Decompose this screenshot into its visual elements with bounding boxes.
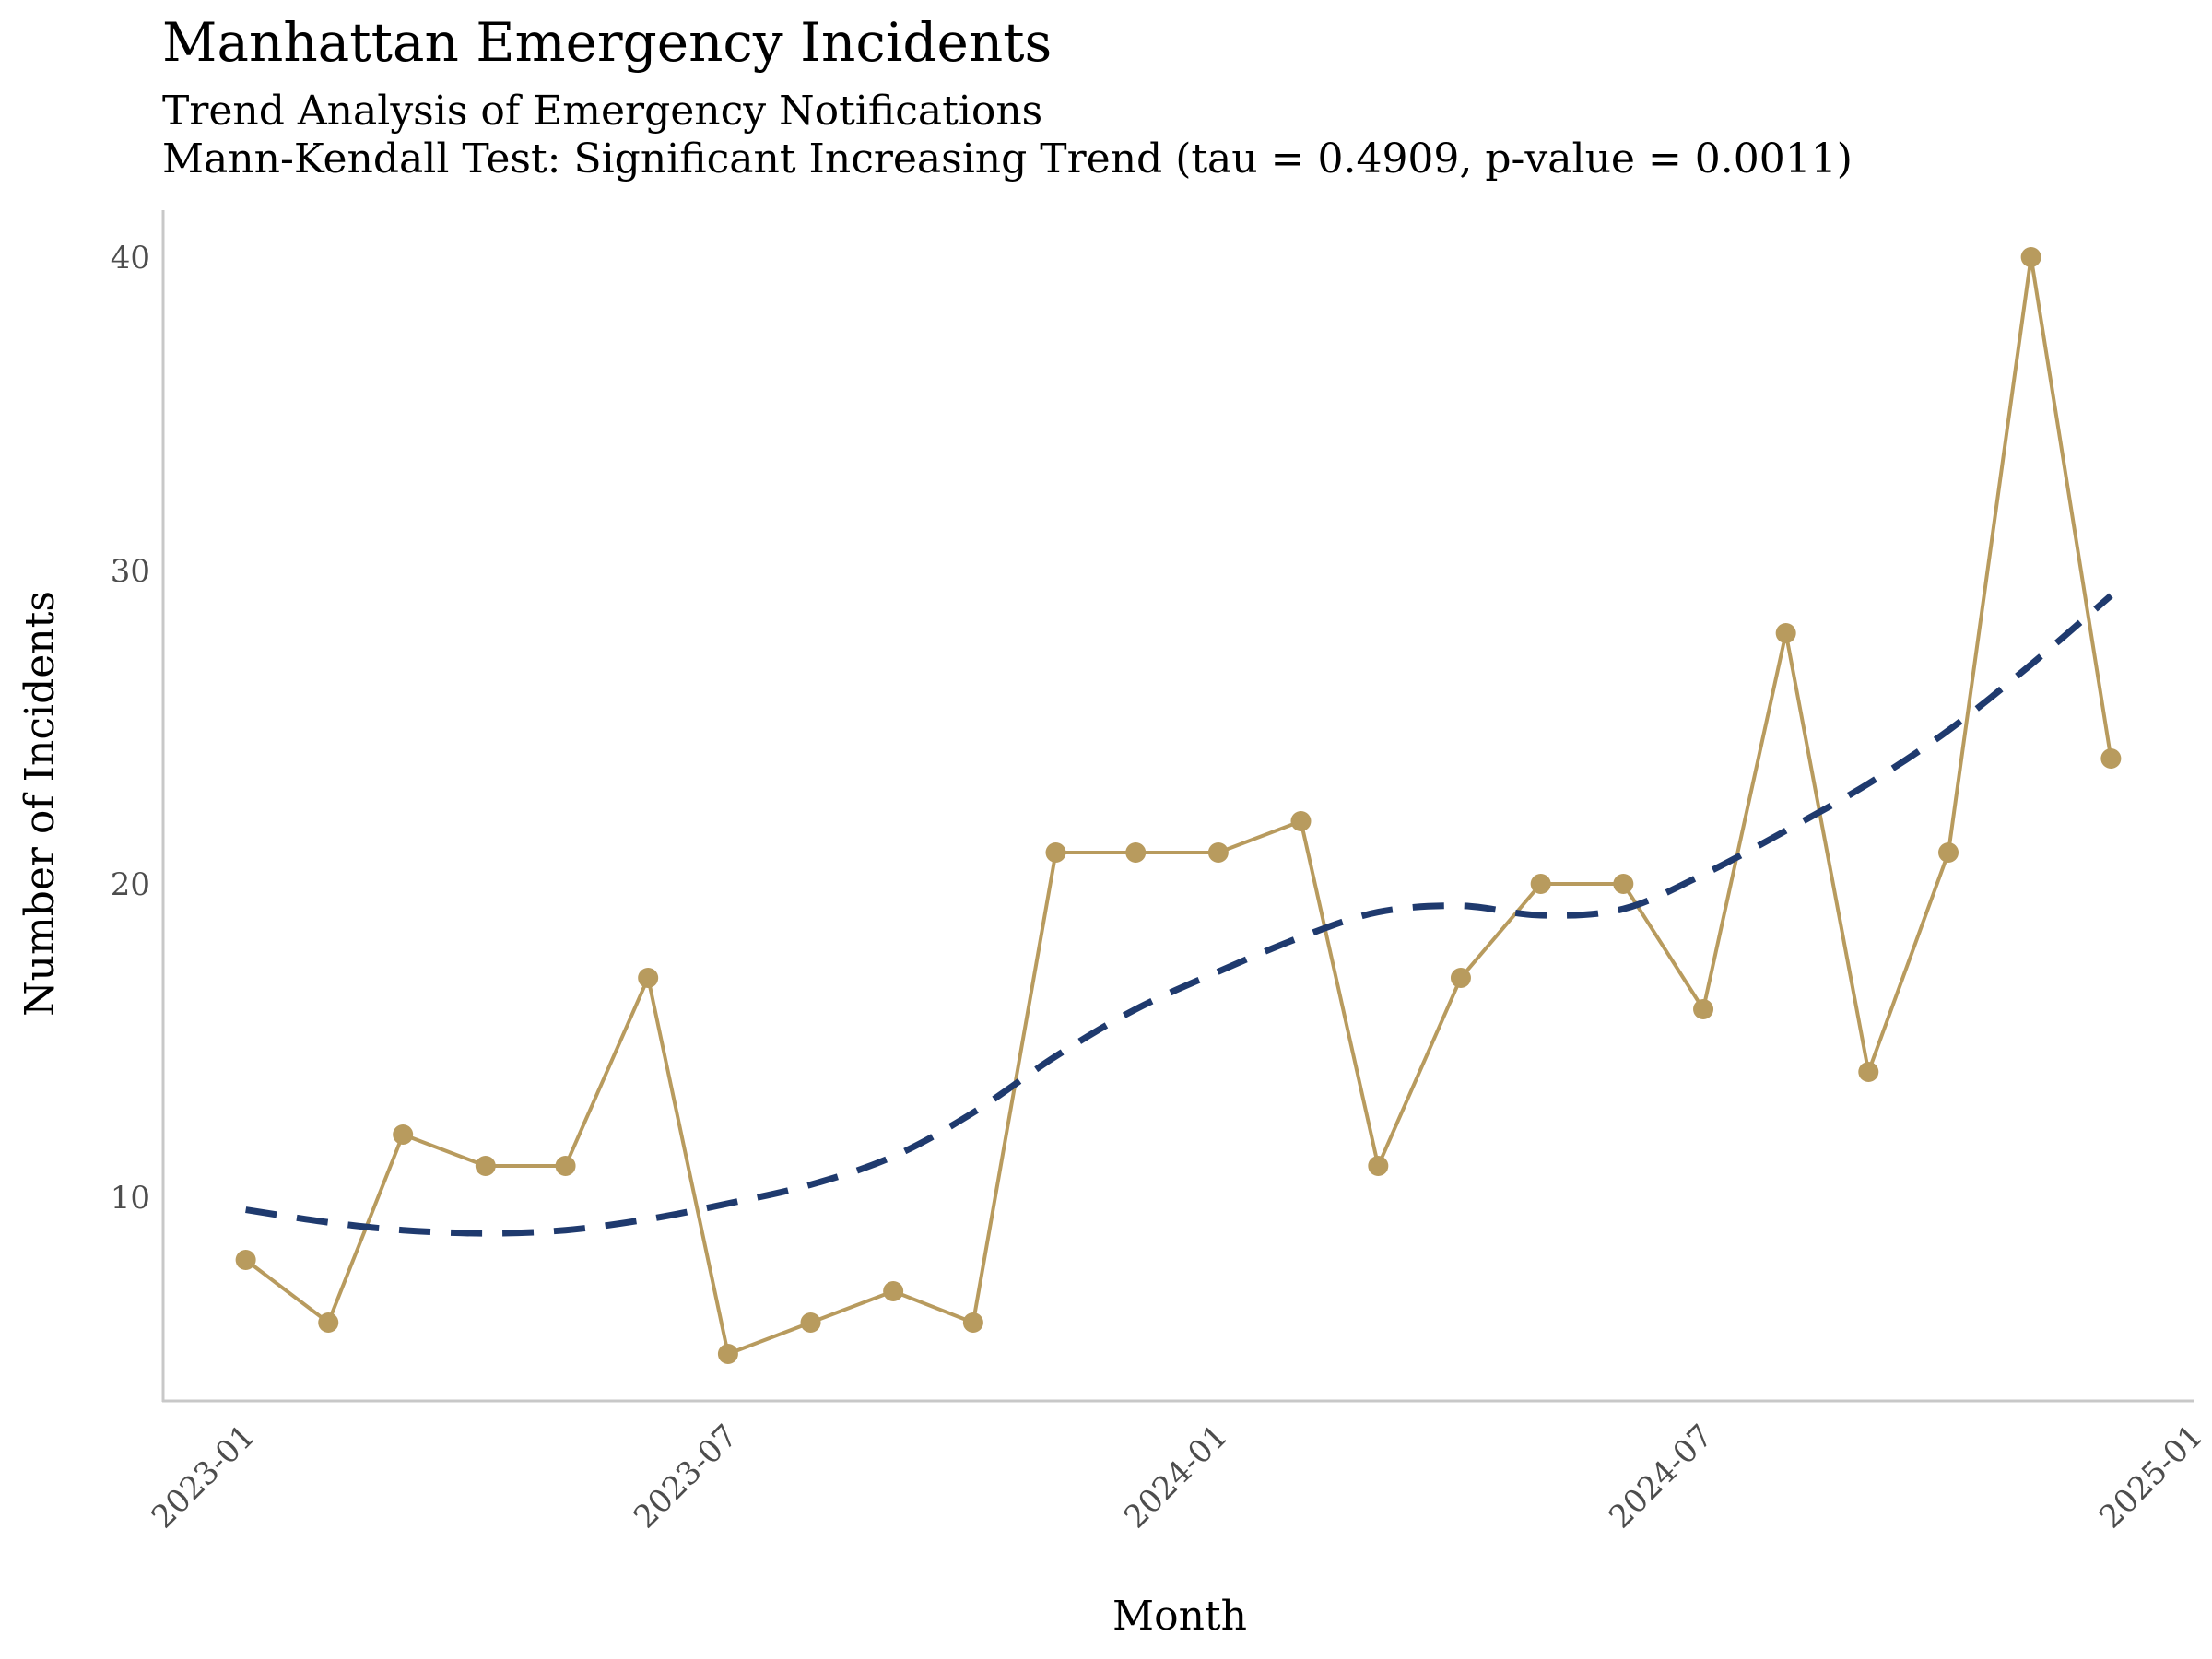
x-tick-label: 2023-07 (627, 1418, 745, 1535)
incidents-point (638, 968, 659, 988)
trend-line (245, 593, 2113, 1237)
incidents-point (962, 1312, 983, 1333)
incidents-point (1125, 842, 1147, 863)
y-tick-label: 10 (111, 1180, 150, 1217)
axes (161, 210, 2194, 1403)
chart-test-result: Mann-Kendall Test: Significant Increasin… (162, 135, 1853, 182)
x-axis-ticks: 2023-01 2023-07 2024-01 2024-07 2025-01 (145, 1418, 2211, 1535)
y-tick-label: 30 (111, 553, 150, 590)
incidents-point (2100, 748, 2122, 769)
incidents-point (1368, 1156, 1389, 1176)
incidents-point (1858, 1062, 1879, 1082)
incidents-point (235, 1250, 256, 1270)
incidents-point (393, 1124, 414, 1145)
incidents-point (800, 1312, 821, 1333)
incidents-point (1938, 842, 1959, 863)
x-tick-label: 2024-01 (1117, 1418, 1235, 1535)
incidents-point (1207, 842, 1229, 863)
y-tick-label: 40 (111, 240, 150, 276)
incidents-point (555, 1156, 576, 1176)
incidents-point (1775, 623, 1796, 643)
incidents-point (1530, 874, 1551, 894)
incidents-point (1045, 842, 1066, 863)
series-layer (235, 247, 2122, 1364)
x-axis-title: Month (1112, 1593, 1247, 1640)
x-tick-label: 2024-07 (1602, 1418, 1720, 1535)
y-axis-ticks: 10 20 30 40 (111, 240, 150, 1217)
incidents-point (1693, 999, 1714, 1019)
x-tick-label: 2023-01 (145, 1418, 263, 1535)
y-tick-label: 20 (111, 866, 150, 903)
y-axis-title: Number of Incidents (17, 591, 64, 1017)
incidents-point (475, 1156, 496, 1176)
incidents-point (318, 1312, 339, 1333)
incidents-point (1450, 968, 1471, 988)
incidents-point (717, 1344, 738, 1364)
incidents-point (1613, 874, 1634, 894)
incidents-point (2020, 247, 2041, 267)
incidents-line (244, 256, 2113, 1357)
incidents-point (883, 1281, 904, 1301)
chart-subtitle: Trend Analysis of Emergency Notification… (162, 88, 1043, 135)
chart-title: Manhattan Emergency Incidents (162, 11, 1053, 74)
incidents-point (1290, 811, 1312, 831)
x-tick-label: 2025-01 (2092, 1418, 2210, 1535)
